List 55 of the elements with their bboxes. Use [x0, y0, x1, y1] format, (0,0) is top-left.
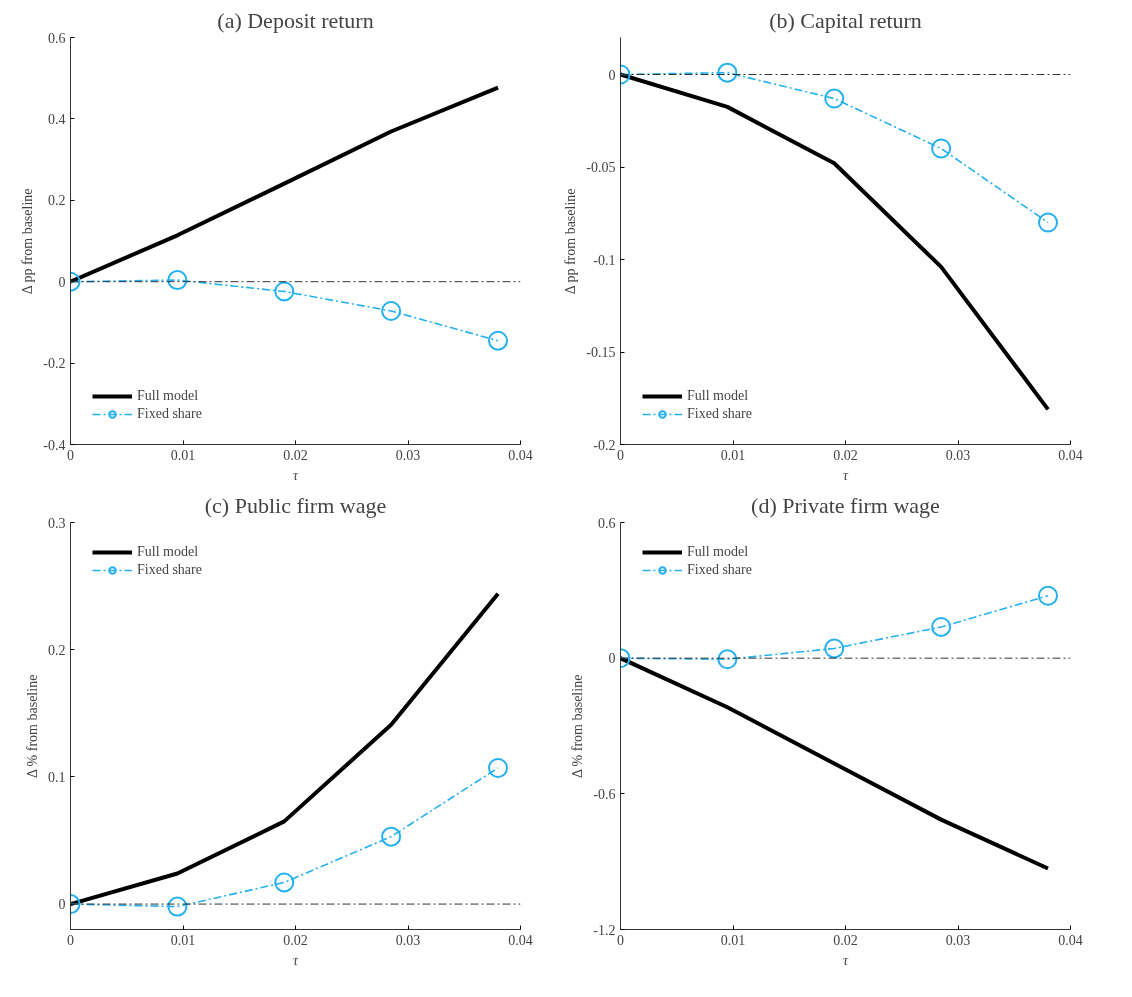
y-tick-label: 0.6: [598, 515, 616, 531]
y-tick-label: 0.4: [48, 111, 66, 127]
y-axis-title: Δ % from baseline: [25, 674, 40, 779]
x-tick-label: 0.03: [945, 447, 971, 463]
x-axis-title: τ: [842, 952, 849, 968]
x-tick-label: 0.04: [508, 447, 533, 463]
x-tick-label: 0.02: [283, 932, 308, 948]
y-tick-label: -0.1: [593, 252, 616, 268]
x-tick-label: 0.03: [395, 447, 421, 463]
x-tick-label: 0.01: [170, 932, 196, 948]
legend-label: Full model: [137, 388, 199, 404]
y-tick-label: 0.6: [48, 30, 66, 46]
y-axis-title: Δ pp from baseline: [20, 188, 36, 295]
y-tick-label: -0.2: [43, 356, 66, 372]
x-tick-label: 0.02: [283, 447, 308, 463]
y-tick-label: -0.15: [586, 345, 616, 360]
y-tick-label: -0.6: [593, 786, 616, 802]
legend-label: Full model: [137, 544, 199, 560]
y-tick-label: -1.2: [593, 922, 616, 938]
x-tick-label: 0.03: [395, 932, 421, 948]
y-tick-label: 0.3: [48, 515, 66, 531]
chart-title: (a) Deposit return: [217, 7, 374, 33]
y-tick-label: 0: [608, 651, 616, 667]
x-tick-label: 0.01: [720, 932, 746, 948]
y-tick-label: 0: [58, 897, 66, 913]
legend-label: Fixed share: [687, 562, 752, 578]
x-tick-label: 0.01: [720, 447, 746, 463]
y-tick-label: -0.4: [43, 437, 66, 453]
chart-title: (b) Capital return: [769, 7, 922, 33]
y-axis-title: Δ % from baseline: [570, 674, 586, 779]
y-tick-label: 0.2: [48, 642, 66, 658]
x-tick-label: 0.03: [945, 932, 971, 948]
chart-title: (d) Private firm wage: [751, 492, 940, 518]
legend-label: Fixed share: [137, 562, 202, 578]
legend-label: Fixed share: [137, 406, 202, 422]
x-axis-title: τ: [292, 467, 299, 483]
x-tick-label: 0.04: [508, 932, 533, 948]
y-tick-label: 0.1: [48, 769, 66, 785]
x-axis-title: τ: [842, 467, 849, 483]
y-axis-title: Δ pp from baseline: [563, 188, 579, 295]
x-tick-label: 0.04: [1058, 447, 1083, 463]
y-tick-label: 0: [608, 67, 616, 83]
chart-title: (c) Public firm wage: [204, 492, 387, 518]
legend-label: Fixed share: [687, 406, 752, 422]
y-tick-label: -0.05: [586, 160, 616, 175]
x-axis-title: τ: [292, 952, 299, 968]
y-tick-label: 0.2: [48, 193, 66, 209]
y-tick-label: -0.2: [593, 437, 616, 453]
x-tick-label: 0.01: [170, 447, 196, 463]
x-tick-label: 0.02: [833, 932, 858, 948]
y-tick-label: 0: [58, 274, 66, 290]
legend-label: Full model: [687, 388, 749, 404]
x-tick-label: 0.02: [833, 447, 858, 463]
x-tick-label: 0.04: [1058, 932, 1083, 948]
legend-label: Full model: [687, 544, 749, 560]
